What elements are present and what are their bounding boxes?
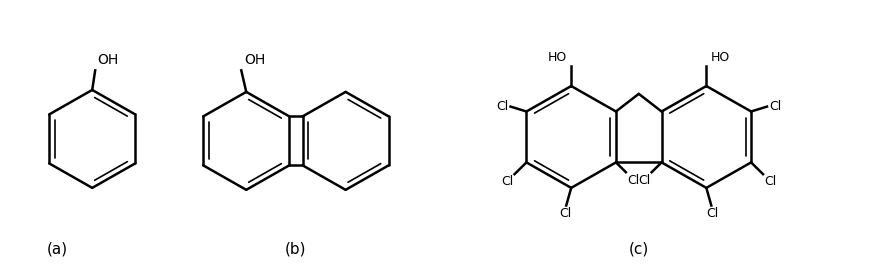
Text: Cl: Cl [706,207,718,221]
Text: Cl: Cl [769,100,781,113]
Text: Cl: Cl [638,174,651,187]
Text: (b): (b) [285,242,306,256]
Text: (a): (a) [47,242,68,256]
Text: HO: HO [710,51,730,65]
Text: Cl: Cl [496,100,509,113]
Text: OH: OH [244,54,266,68]
Text: (c): (c) [629,242,649,256]
Text: Cl: Cl [627,174,639,187]
Text: Cl: Cl [502,175,513,188]
Text: OH: OH [97,54,118,68]
Text: HO: HO [548,51,567,65]
Text: Cl: Cl [559,207,571,221]
Text: Cl: Cl [764,175,776,188]
